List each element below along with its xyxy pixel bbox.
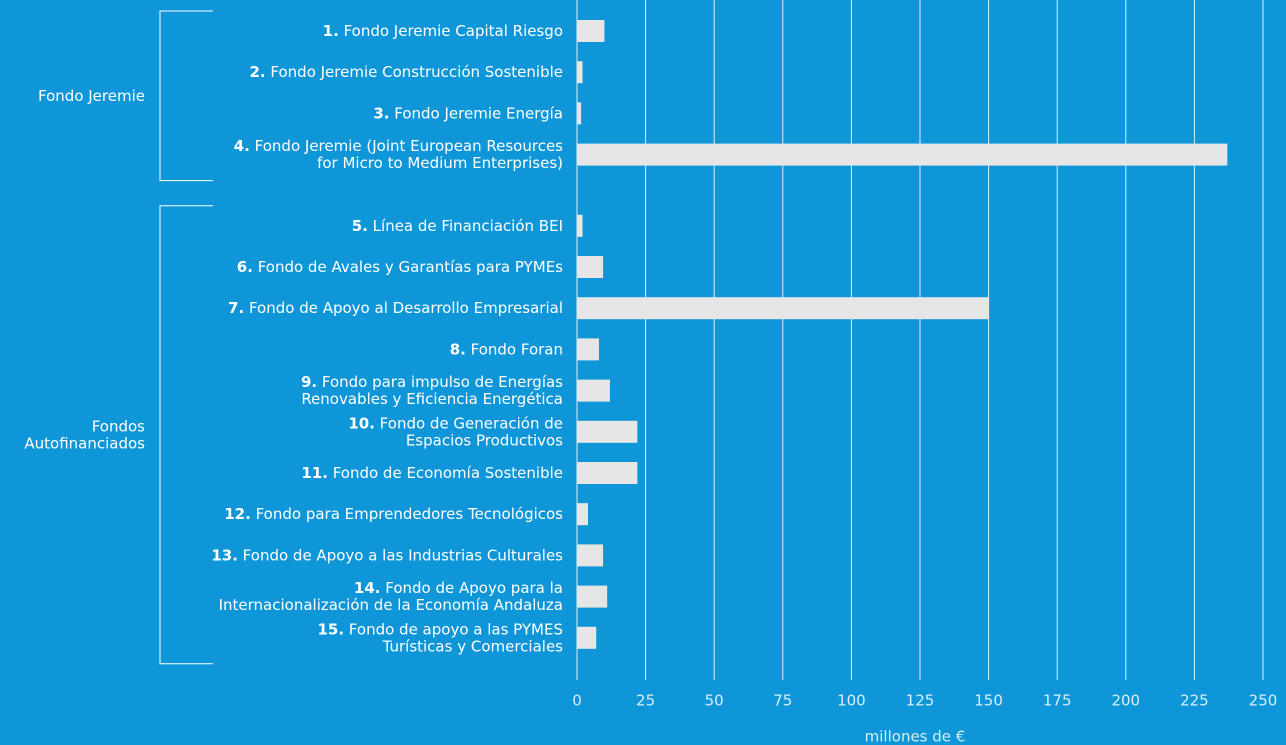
x-tick-label: 125: [906, 692, 935, 710]
y-tick-label: 11. Fondo de Economía Sostenible: [301, 464, 563, 482]
x-axis-title: millones de €: [865, 728, 966, 745]
x-tick-label: 75: [773, 692, 792, 710]
y-tick-label: 8. Fondo Foran: [450, 340, 563, 358]
x-tick-label: 150: [974, 692, 1003, 710]
x-tick-label: 250: [1249, 692, 1278, 710]
y-tick-label: 7. Fondo de Apoyo al Desarrollo Empresar…: [228, 299, 563, 317]
bar: [577, 462, 638, 484]
group-label: Fondo Jeremie: [38, 86, 145, 104]
x-tick-label: 225: [1180, 692, 1209, 710]
x-tick-label: 50: [705, 692, 724, 710]
bar: [577, 626, 597, 649]
y-tick-label: 14. Fondo de Apoyo para la Internacionali…: [219, 579, 563, 614]
bar: [577, 102, 582, 125]
y-tick-label: 1. Fondo Jeremie Capital Riesgo: [323, 22, 563, 40]
bar: [577, 214, 583, 237]
x-tick-label: 200: [1111, 692, 1140, 710]
y-tick-label: 6. Fondo de Avales y Garantías para PYME…: [237, 258, 563, 276]
group-bracket: [159, 10, 213, 182]
bar: [577, 420, 638, 443]
x-tick-label: 0: [572, 692, 582, 710]
bar: [577, 338, 599, 361]
bar: [577, 503, 588, 526]
bar: [577, 20, 605, 42]
bar: [577, 297, 989, 320]
group-bracket: [159, 205, 213, 665]
x-tick-label: 100: [837, 692, 866, 710]
bar: [577, 585, 608, 608]
y-tick-label: 5. Línea de Financiación BEI: [352, 216, 563, 234]
bar: [577, 143, 1228, 166]
bar: [577, 256, 604, 278]
group-label: Fondos Autofinanciados: [24, 417, 145, 452]
bar: [577, 61, 583, 84]
y-tick-label: 4. Fondo Jeremie (Joint European Resourc…: [234, 137, 563, 172]
y-tick-label: 3. Fondo Jeremie Energía: [373, 104, 563, 122]
bar: [577, 544, 604, 567]
y-tick-label: 13. Fondo de Apoyo a las Industrias Cult…: [211, 546, 563, 564]
bar: [577, 379, 610, 402]
y-tick-label: 9. Fondo para impulso de Energías Renovab…: [301, 373, 563, 408]
y-tick-label: 2. Fondo Jeremie Construcción Sostenible: [249, 63, 563, 81]
y-tick-label: 15. Fondo de apoyo a las PYMES Turísticas…: [317, 620, 563, 655]
y-tick-label: 10. Fondo de Generación de Espacios Produ…: [348, 414, 563, 449]
y-tick-label: 12. Fondo para Emprendedores Tecnológico…: [224, 505, 563, 523]
x-tick-label: 25: [636, 692, 655, 710]
x-tick-label: 175: [1043, 692, 1072, 710]
